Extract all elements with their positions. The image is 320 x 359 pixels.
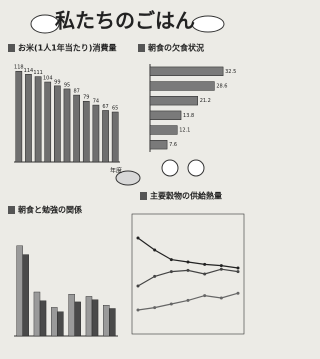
bar bbox=[34, 292, 40, 336]
point bbox=[220, 297, 223, 300]
value-label: 99 bbox=[54, 79, 60, 85]
bar bbox=[92, 300, 98, 336]
point bbox=[220, 264, 223, 267]
bar bbox=[150, 96, 198, 105]
section-marker bbox=[138, 44, 145, 52]
section-marker bbox=[8, 206, 15, 214]
chart-title: 主要穀物の供給熱量 bbox=[150, 191, 222, 201]
bar bbox=[64, 89, 70, 162]
value-label: 13.8 bbox=[183, 113, 194, 119]
bar bbox=[54, 86, 60, 162]
bar bbox=[25, 74, 31, 162]
point bbox=[220, 268, 223, 271]
point bbox=[153, 249, 156, 252]
value-label: 79 bbox=[83, 95, 89, 101]
bar bbox=[150, 67, 223, 76]
bar bbox=[35, 77, 41, 162]
value-label: 118 bbox=[14, 65, 24, 71]
point bbox=[187, 269, 190, 272]
point bbox=[237, 270, 240, 273]
poster-title: 私たちのごはん bbox=[55, 9, 195, 33]
chart-title: お米(1人1年当たり)消費量 bbox=[18, 43, 116, 53]
value-label: 28.6 bbox=[216, 84, 227, 90]
value-label: 67 bbox=[102, 104, 108, 110]
point bbox=[170, 258, 173, 261]
bar bbox=[74, 95, 80, 162]
point bbox=[203, 273, 206, 276]
point bbox=[203, 263, 206, 266]
bar bbox=[40, 301, 46, 336]
bar bbox=[150, 82, 214, 91]
point bbox=[187, 299, 190, 302]
bar bbox=[45, 82, 51, 162]
value-label: 114 bbox=[24, 68, 34, 74]
bar bbox=[16, 71, 22, 162]
dish-icon bbox=[192, 16, 224, 32]
x-axis-label: 年度 bbox=[110, 167, 122, 175]
point bbox=[203, 294, 206, 297]
bar bbox=[93, 105, 99, 162]
value-label: 12.1 bbox=[179, 128, 190, 134]
bar bbox=[23, 255, 29, 336]
bar bbox=[103, 305, 109, 336]
value-label: 95 bbox=[64, 82, 70, 88]
bar bbox=[86, 296, 92, 336]
bar bbox=[150, 140, 167, 149]
point bbox=[153, 306, 156, 309]
chart-title: 朝食と勉強の関係 bbox=[18, 205, 82, 215]
point bbox=[137, 309, 140, 312]
value-label: 65 bbox=[112, 106, 118, 112]
chart-title: 朝食の欠食状況 bbox=[148, 43, 204, 53]
point bbox=[170, 270, 173, 273]
section-marker bbox=[8, 44, 15, 52]
bar bbox=[150, 111, 181, 120]
value-label: 111 bbox=[33, 70, 43, 76]
point bbox=[137, 237, 140, 240]
value-label: 104 bbox=[43, 76, 53, 82]
point bbox=[170, 303, 173, 306]
point bbox=[137, 285, 140, 288]
bar bbox=[112, 112, 118, 162]
bar bbox=[150, 126, 177, 135]
point bbox=[237, 267, 240, 270]
point bbox=[187, 261, 190, 264]
value-label: 21.2 bbox=[200, 98, 211, 104]
bar bbox=[109, 309, 115, 337]
value-label: 87 bbox=[73, 89, 79, 95]
bar bbox=[51, 307, 57, 336]
bar bbox=[69, 294, 75, 336]
bar bbox=[102, 110, 108, 162]
bar bbox=[75, 302, 81, 336]
value-label: 7.6 bbox=[169, 142, 177, 148]
point bbox=[237, 292, 240, 295]
bar bbox=[17, 246, 23, 336]
section-marker bbox=[140, 192, 147, 200]
bar bbox=[57, 312, 63, 336]
point bbox=[153, 275, 156, 278]
bar bbox=[83, 101, 89, 162]
value-label: 74 bbox=[93, 99, 99, 105]
value-label: 32.5 bbox=[225, 69, 236, 75]
